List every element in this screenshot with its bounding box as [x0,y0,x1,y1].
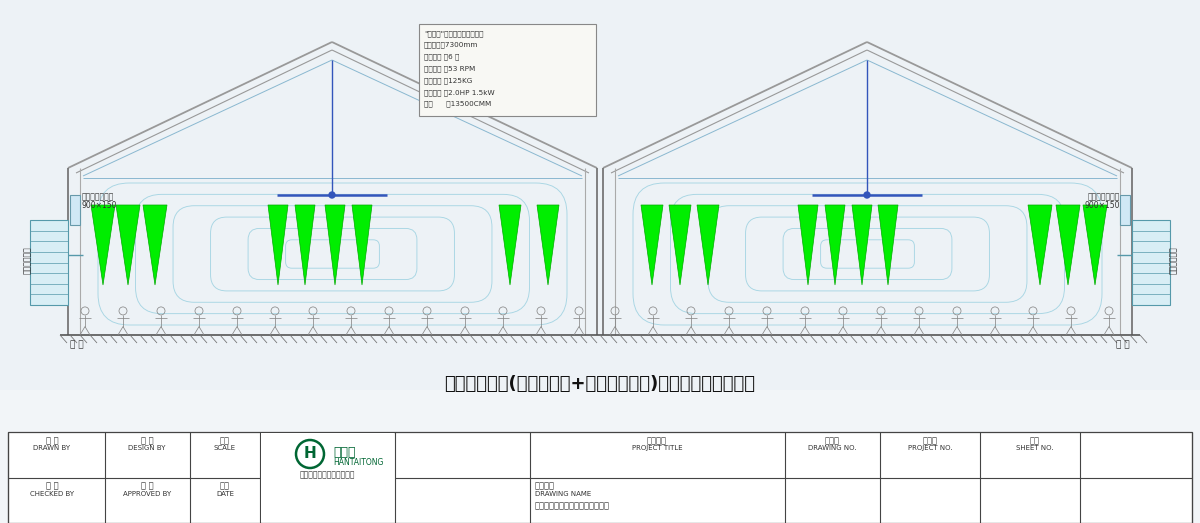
Polygon shape [295,205,314,285]
Polygon shape [143,205,167,285]
Bar [8,432,1192,523]
Text: 工程名称: 工程名称 [647,436,667,445]
Text: 业务号: 业务号 [923,436,937,445]
Text: 自动辊帘送风口: 自动辊帘送风口 [1087,192,1120,201]
Polygon shape [1056,205,1080,285]
Polygon shape [697,205,719,285]
Text: 核 准: 核 准 [140,482,154,491]
Polygon shape [798,205,818,285]
Polygon shape [91,205,115,285]
Text: 风扇转速 ：53 RPM: 风扇转速 ：53 RPM [424,65,475,72]
Bar [262,433,394,522]
Text: 图纸号: 图纸号 [824,436,840,445]
Polygon shape [499,205,521,285]
Text: DRAWN BY: DRAWN BY [34,445,71,451]
Polygon shape [878,205,898,285]
Text: 图纸名称: 图纸名称 [535,482,554,491]
Polygon shape [325,205,346,285]
Text: 日期: 日期 [220,482,230,491]
FancyBboxPatch shape [419,24,596,116]
Text: 编号: 编号 [1030,436,1040,445]
Text: CHECKED BY: CHECKED BY [30,491,74,496]
Polygon shape [641,205,662,285]
Polygon shape [826,205,845,285]
Text: 窗 户: 窗 户 [70,340,84,349]
Polygon shape [352,205,372,285]
Text: 900×150: 900×150 [82,201,118,210]
Text: DESIGN BY: DESIGN BY [128,445,166,451]
Text: 窗 户: 窗 户 [1116,340,1130,349]
Text: H: H [304,447,317,461]
Text: SHEET NO.: SHEET NO. [1016,445,1054,451]
Bar [1132,220,1170,305]
Circle shape [329,192,335,198]
Text: PROJECT NO.: PROJECT NO. [907,445,953,451]
Text: 比例: 比例 [220,436,230,445]
Polygon shape [268,205,288,285]
Polygon shape [1084,205,1108,285]
Text: 设 计: 设 计 [140,436,154,445]
Text: DATE: DATE [216,491,234,496]
Text: 自动辊帘送风口: 自动辊帘送风口 [82,192,114,201]
Text: 900×150: 900×150 [1085,201,1120,210]
Text: 风扇功率 ：2.0HP 1.5kW: 风扇功率 ：2.0HP 1.5kW [424,89,494,96]
Polygon shape [538,205,559,285]
Text: 风量      ：13500CMM: 风量 ：13500CMM [424,101,491,107]
Text: 翰泰通: 翰泰通 [334,446,355,459]
Text: SCALE: SCALE [214,445,236,451]
Polygon shape [852,205,872,285]
Text: APPROVED BY: APPROVED BY [122,491,172,496]
Polygon shape [116,205,140,285]
Text: HANTAITONG: HANTAITONG [334,458,383,467]
Bar [0,0,1200,390]
Text: 蒸发式冷风机: 蒸发式冷风机 [23,246,31,274]
Text: 车间扇机组合通风降温立面示意图: 车间扇机组合通风降温立面示意图 [535,502,610,510]
Bar [70,195,80,225]
Text: DRAWING NAME: DRAWING NAME [535,492,592,497]
Polygon shape [1028,205,1052,285]
Text: 广东翰泰环保科技有限公司: 广东翰泰环保科技有限公司 [299,470,355,479]
Text: 核 对: 核 对 [46,482,59,491]
Text: 风扇直径：7300mm: 风扇直径：7300mm [424,42,479,49]
Text: 绘 图: 绘 图 [46,436,59,445]
Polygon shape [670,205,691,285]
Text: "瑞彩风"工业大风扇规格说明: "瑞彩风"工业大风扇规格说明 [424,30,484,37]
Text: 车间扇机组合(工业大风扇+蒸发式冷风机)通风降温立面示意图: 车间扇机组合(工业大风扇+蒸发式冷风机)通风降温立面示意图 [444,375,756,393]
Text: DRAWING NO.: DRAWING NO. [808,445,857,451]
Bar [1120,195,1130,225]
Text: 叶片数量 ：6 片: 叶片数量 ：6 片 [424,53,460,60]
Text: 风扇重量 ：125KG: 风扇重量 ：125KG [424,77,473,84]
Bar [30,220,68,305]
Circle shape [864,192,870,198]
Text: PROJECT TITLE: PROJECT TITLE [631,445,683,451]
Text: 蒸发式冷风机: 蒸发式冷风机 [1169,246,1177,274]
